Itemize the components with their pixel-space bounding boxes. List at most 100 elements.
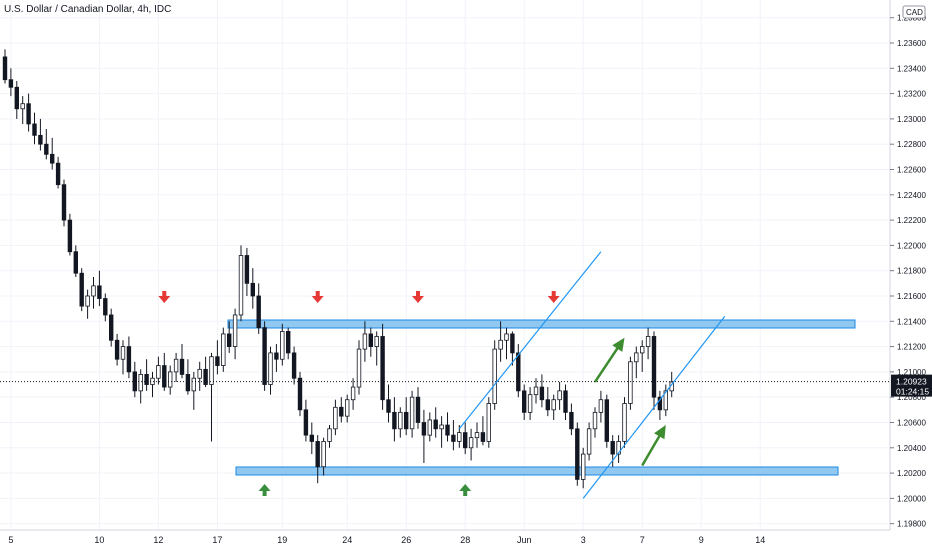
- candle-body: [303, 409, 309, 436]
- candle-body: [191, 377, 196, 392]
- currency-badge-label: CAD: [906, 8, 923, 17]
- price-axis-bg: [890, 0, 932, 550]
- candle-body: [598, 399, 604, 413]
- candle-body: [315, 441, 320, 468]
- candle-body: [533, 386, 539, 396]
- candle-body: [250, 282, 255, 297]
- time-tick-label: 28: [460, 535, 470, 545]
- candle-body: [14, 86, 19, 110]
- candle-body: [592, 411, 598, 430]
- candle-body: [604, 399, 609, 442]
- price-tick-label: 1.22200: [897, 216, 926, 225]
- candle-body: [344, 399, 350, 417]
- candle-body: [321, 441, 326, 468]
- candle-body: [539, 386, 545, 401]
- candle-body: [339, 406, 344, 417]
- candle-body: [309, 434, 314, 442]
- support-resistance-zones[interactable]: [227, 319, 856, 476]
- price-tick-label: 1.23400: [897, 64, 926, 73]
- candle-body: [256, 295, 261, 329]
- time-tick-label: 19: [277, 535, 287, 545]
- candle-body: [622, 403, 627, 442]
- candle-body: [575, 428, 580, 480]
- time-axis-bg: [0, 530, 932, 550]
- candle-body: [91, 285, 96, 297]
- candle-body: [557, 390, 562, 401]
- candle-body: [173, 358, 179, 373]
- up-arrow-icon: [459, 484, 472, 496]
- support-zone[interactable]: [235, 466, 839, 476]
- price-tick-label: 1.22000: [897, 241, 926, 250]
- chart-title: U.S. Dollar / Canadian Dollar, 4h, IDC: [4, 4, 172, 15]
- time-tick-label: Jun: [517, 535, 532, 545]
- candle-body: [291, 352, 297, 379]
- candle-body: [203, 368, 208, 385]
- candle-body: [109, 314, 114, 341]
- projection-arrow-head-icon: [654, 425, 666, 440]
- time-tick-label: 26: [401, 535, 411, 545]
- price-tick-label: 1.23600: [897, 39, 926, 48]
- candle-body: [2, 56, 8, 81]
- candle-body: [403, 411, 409, 430]
- candle-body: [55, 162, 61, 186]
- candle-body: [26, 103, 31, 125]
- projection-arrow-head-icon: [612, 337, 625, 352]
- time-tick-label: 10: [94, 535, 104, 545]
- candle-body: [280, 331, 285, 360]
- candle-body: [651, 336, 657, 398]
- channel-lower-line[interactable]: [582, 315, 726, 499]
- candle-body: [226, 333, 232, 347]
- currency-badge: [902, 5, 926, 19]
- candle-body: [215, 356, 220, 366]
- time-tick-label: 24: [342, 535, 352, 545]
- candle-body: [333, 406, 338, 430]
- candle-body: [209, 356, 214, 385]
- candle-body: [510, 333, 515, 354]
- candle-body: [274, 352, 279, 360]
- current-price-badge: [891, 374, 932, 397]
- candle-body: [581, 453, 586, 480]
- candle-body: [451, 434, 456, 442]
- candle-body: [522, 390, 527, 413]
- candle-body: [179, 358, 185, 375]
- price-tick-label: 1.21200: [897, 343, 926, 352]
- candles: [2, 49, 674, 489]
- candle-body: [232, 314, 238, 347]
- channel-upper-line[interactable]: [458, 251, 602, 430]
- candle-body: [167, 371, 173, 388]
- down-arrow-icon: [547, 291, 560, 303]
- rising-channel[interactable]: [458, 251, 726, 499]
- candle-body: [262, 327, 267, 385]
- candle-body: [474, 432, 480, 439]
- current-price-value: 1.20923: [896, 377, 927, 387]
- candle-body: [586, 428, 592, 455]
- candle-body: [8, 79, 14, 88]
- candle-body: [50, 153, 55, 164]
- candle-body: [634, 352, 639, 363]
- price-tick-label: 1.23200: [897, 90, 926, 99]
- time-tick-label: 3: [581, 535, 586, 545]
- candle-body: [327, 428, 332, 442]
- candle-body: [126, 346, 132, 373]
- candle-body: [362, 333, 368, 350]
- candle-body: [527, 394, 533, 413]
- candle-body: [44, 143, 49, 155]
- candle-body: [657, 396, 663, 411]
- candle-body: [421, 422, 427, 436]
- candle-body: [356, 348, 362, 388]
- candle-body: [640, 346, 645, 354]
- candle-body: [545, 399, 550, 411]
- price-tick-label: 1.20200: [897, 469, 926, 478]
- signal-arrows: [158, 291, 666, 496]
- candle-body: [97, 285, 102, 299]
- price-tick-label: 1.22600: [897, 165, 926, 174]
- time-tick-label: 9: [699, 535, 704, 545]
- candle-body: [380, 336, 385, 401]
- resistance-zone[interactable]: [227, 319, 856, 329]
- candle-body: [645, 336, 651, 347]
- candle-body: [221, 333, 226, 366]
- candle-body: [244, 255, 250, 284]
- candle-body: [67, 219, 73, 253]
- candle-body: [498, 339, 503, 350]
